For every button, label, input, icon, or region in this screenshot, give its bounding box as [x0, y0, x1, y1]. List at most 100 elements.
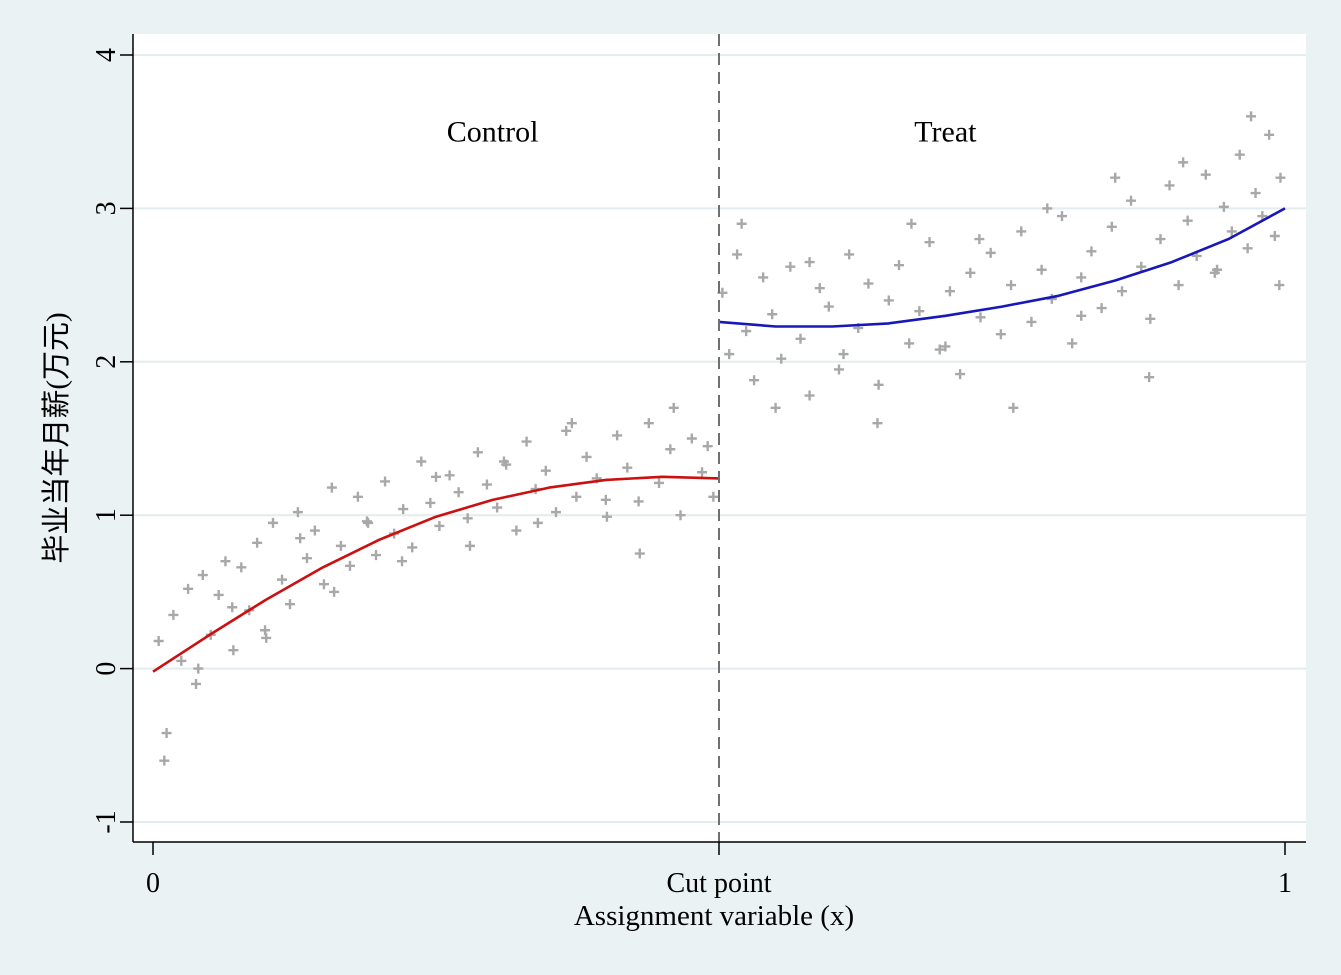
scatter-point [622, 462, 633, 473]
scatter-point [521, 436, 532, 447]
scatter-point [974, 234, 985, 245]
scatter-point [309, 525, 320, 536]
scatter-point [1096, 303, 1107, 314]
region-label: Treat [914, 116, 977, 149]
scatter-point [1006, 280, 1017, 291]
labels: -1 0 1 2 3 4 0 Cut point 1 Control Treat [91, 48, 1292, 899]
region-label: Control [447, 116, 539, 149]
scatter-point [295, 533, 306, 544]
scatter-point [550, 507, 561, 518]
scatter-point [668, 402, 679, 413]
scatter-point [498, 456, 509, 467]
scatter-point [481, 479, 492, 490]
scatter-point [159, 755, 170, 766]
y-tick-label: 4 [91, 48, 122, 62]
x-tick-label: Cut point [666, 868, 771, 899]
scatter-point [724, 349, 735, 360]
scatter-point [1036, 264, 1047, 275]
scatter-point [1076, 272, 1087, 283]
scatter-point [924, 237, 935, 248]
scatter-point [633, 496, 644, 507]
scatter-point [823, 301, 834, 312]
scatter-point [1067, 338, 1078, 349]
scatter-point [277, 574, 288, 585]
scatter-point [767, 309, 778, 320]
scatter-point [252, 537, 263, 548]
scatter-point [416, 456, 427, 467]
scatter-point [191, 678, 202, 689]
scatter-point [344, 560, 355, 571]
scatter-point [444, 470, 455, 481]
scatter-point [197, 570, 208, 581]
scatter-point [1234, 149, 1245, 160]
scatter-point [838, 349, 849, 360]
control-fit-line [152, 475, 720, 673]
scatter-point [1008, 402, 1019, 413]
scatter-point [1226, 226, 1237, 237]
scatter-point [261, 632, 272, 643]
scatter-point [267, 517, 278, 528]
scatter-point [634, 548, 645, 559]
scatter-point [425, 497, 436, 508]
scatter-point [833, 364, 844, 375]
scatter-point [1042, 203, 1053, 214]
scatter-point [532, 517, 543, 528]
scatter-point [795, 333, 806, 344]
scatter-point [220, 556, 231, 567]
scatter-point [643, 418, 654, 429]
scatter-point [581, 451, 592, 462]
scatter-point [434, 520, 445, 531]
scatter-point [873, 379, 884, 390]
scatter-point [183, 583, 194, 594]
scatter-point [872, 418, 883, 429]
scatter-point [1182, 215, 1193, 226]
scatter-point [335, 540, 346, 551]
scatter-point [702, 441, 713, 452]
y-tick-label: -1 [91, 810, 122, 833]
scatter-point [540, 465, 551, 476]
scatter-point [193, 663, 204, 674]
scatter-point [940, 341, 951, 352]
y-tick-label: 3 [91, 201, 122, 215]
scatter-point [1250, 188, 1261, 199]
scatter-point [758, 272, 769, 283]
scatter-point [741, 326, 752, 337]
scatter-point [1275, 172, 1286, 183]
axes [120, 34, 1306, 855]
scatter-point [904, 338, 915, 349]
scatter-point [1178, 157, 1189, 168]
scatter-point [176, 655, 187, 666]
y-tick-label: 2 [91, 355, 122, 369]
scatter-point [1200, 169, 1211, 180]
scatter-point [398, 504, 409, 515]
scatter-point [665, 444, 676, 455]
scatter-points [153, 111, 1286, 766]
scatter-point [600, 494, 611, 505]
scatter-point [453, 487, 464, 498]
scatter-point [511, 525, 522, 536]
scatter-point [955, 369, 966, 380]
scatter-point [814, 283, 825, 294]
x-tick-label: 1 [1278, 868, 1292, 899]
scatter-point [462, 513, 473, 524]
x-axis-title: Assignment variable (x) [574, 900, 854, 932]
fit-lines [152, 207, 1286, 673]
scatter-point [1110, 172, 1121, 183]
scatter-point [654, 477, 665, 488]
scatter-point [284, 599, 295, 610]
scatter-point [363, 517, 374, 528]
scatter-point [472, 447, 483, 458]
scatter-point [985, 247, 996, 258]
scatter-point [1076, 310, 1087, 321]
scatter-point [1086, 246, 1097, 257]
scatter-point [561, 425, 572, 436]
scatter-point [571, 491, 582, 502]
scatter-point [749, 375, 760, 386]
scatter-point [1269, 231, 1280, 242]
scatter-point [1136, 261, 1147, 272]
scatter-point [906, 218, 917, 229]
scatter-point [736, 218, 747, 229]
scatter-point [371, 550, 382, 561]
x-tick-label: 0 [146, 868, 160, 899]
